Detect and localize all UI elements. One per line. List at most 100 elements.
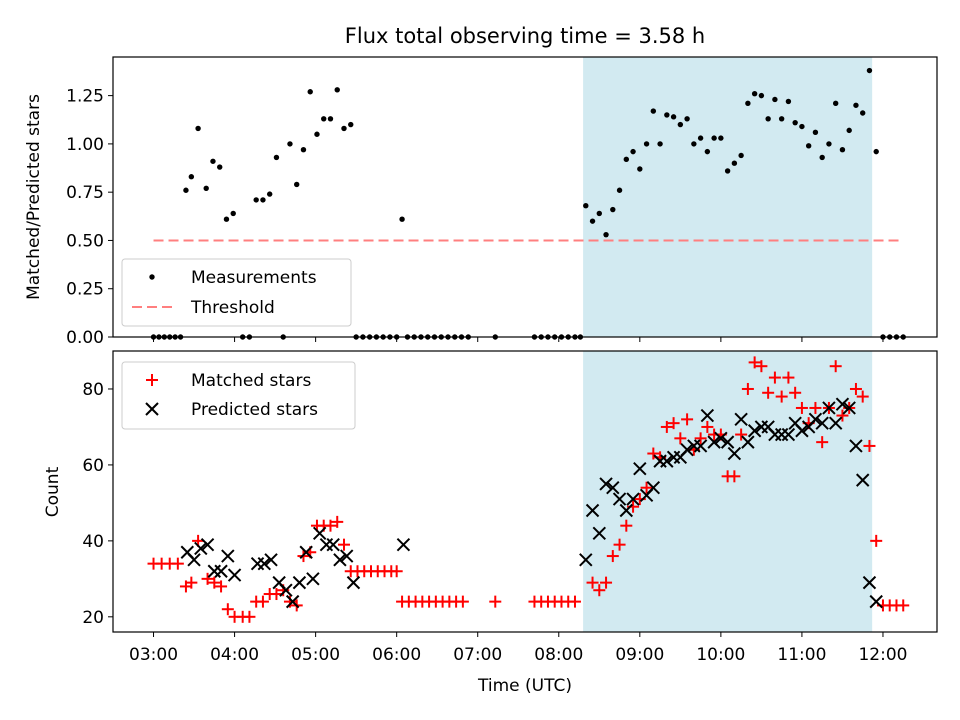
matched-star-point-7 [201,572,214,585]
measurement-point-101 [873,148,879,155]
measurement-point-6 [183,187,189,193]
matched-star-point-56 [600,576,613,589]
measurement-point-89 [792,119,798,126]
measurement-point-92 [812,129,819,136]
predicted-star-point-16 [306,572,320,586]
matched-star-point-45 [456,595,469,608]
measurement-point-29 [341,125,347,132]
matched-star-point-8 [208,576,221,589]
predicted-star-point-22 [346,575,361,590]
matched-star-point-55 [593,584,606,597]
top-y-axis-label: Matched/Predicted stars [24,94,44,300]
measurement-point-72 [677,121,684,128]
bottom-y-tick-label-3: 80 [82,380,104,400]
predicted-star-point-34 [646,480,661,495]
predicted-star-point-30 [619,503,634,518]
measurement-point-84 [758,92,765,99]
measurement-point-27 [327,116,334,122]
matched-star-point-65 [660,420,673,433]
measurement-point-9 [203,185,209,192]
measurement-point-19 [273,154,280,161]
matched-star-point-62 [640,481,653,494]
bottom-legend: Matched stars Predicted stars [121,361,356,430]
top-legend-frame [121,258,352,327]
measurement-point-21 [287,141,293,147]
measurement-points [150,67,906,340]
measurement-point-59 [589,218,596,224]
top-panel: 0.00 0.25 0.50 0.75 1.00 1.25 Matched/Predict… [24,56,938,348]
matched-star-point-10 [221,603,234,616]
legend-measurements-label: Measurements [191,268,317,288]
matched-star-point-82 [775,390,788,403]
bottom-y-tick-label-2: 60 [82,456,104,476]
measurement-point-95 [832,100,839,107]
matched-star-point-5 [185,576,198,589]
legend-predicted-marker [145,402,159,416]
measurement-point-78 [718,135,724,141]
predicted-star-point-10 [264,553,278,567]
x-axis-label: Time (UTC) [477,676,572,696]
x-tick-label-9: 12:00 [858,645,907,665]
x-tick-label-8: 11:00 [777,645,826,665]
matched-star-point-79 [755,360,768,373]
measurement-point-70 [664,112,670,118]
measurement-point-23 [300,146,307,153]
measurement-point-85 [765,116,771,122]
predicted-star-point-41 [693,439,708,453]
predicted-star-point-66 [862,575,877,590]
top-shaded-interval [583,57,873,337]
legend-threshold-label: Threshold [190,298,275,318]
matched-star-point-54 [586,576,599,589]
matched-star-point-57 [606,550,619,563]
predicted-star-point-59 [815,416,829,430]
measurement-point-13 [230,210,236,217]
measurement-point-38 [399,216,405,222]
measurement-point-12 [223,216,230,222]
predicted-star-point-18 [319,537,334,552]
predicted-star-point-31 [626,492,640,506]
matched-star-point-13 [243,610,256,623]
matched-star-point-26 [331,515,344,528]
matched-star-point-81 [768,371,781,384]
predicted-star-point-2 [194,541,208,556]
legend-predicted-label: Predicted stars [191,400,318,420]
top-axes-frame [112,56,938,338]
measurement-point-25 [314,131,320,137]
predicted-star-point-47 [734,412,748,427]
measurement-point-82 [745,100,751,107]
measurement-point-66 [637,166,643,172]
measurement-point-8 [195,125,201,132]
predicted-star-point-25 [585,503,600,518]
matched-star-point-71 [701,420,714,433]
predicted-star-point-14 [292,575,307,590]
predicted-star-point-27 [599,477,613,491]
matched-star-point-3 [171,557,184,570]
predicted-star-point-26 [592,526,607,540]
measurement-point-67 [643,141,650,147]
predicted-stars-points [180,397,883,609]
matched-star-point-100 [897,599,910,612]
measurement-point-88 [785,98,792,105]
measurement-point-7 [188,174,195,180]
predicted-star-point-17 [312,526,327,540]
measurement-point-61 [603,231,609,238]
predicted-star-point-3 [200,537,215,552]
x-tick-label-3: 06:00 [372,645,421,665]
predicted-star-point-65 [855,473,870,487]
top-y-tick-label-4: 1.00 [66,135,104,155]
predicted-star-point-61 [828,416,843,430]
measurement-point-64 [623,156,630,163]
predicted-star-point-20 [333,553,347,567]
measurement-point-28 [334,87,340,93]
predicted-star-point-45 [720,435,735,449]
x-tick-label-1: 04:00 [210,645,259,665]
matched-star-point-17 [270,588,283,601]
measurement-point-75 [697,135,704,141]
matched-star-point-67 [674,432,687,445]
predicted-star-point-5 [214,564,228,578]
predicted-star-point-6 [221,549,235,563]
matched-star-point-80 [762,386,775,399]
matched-star-point-88 [816,436,829,449]
measurement-point-81 [738,152,744,159]
